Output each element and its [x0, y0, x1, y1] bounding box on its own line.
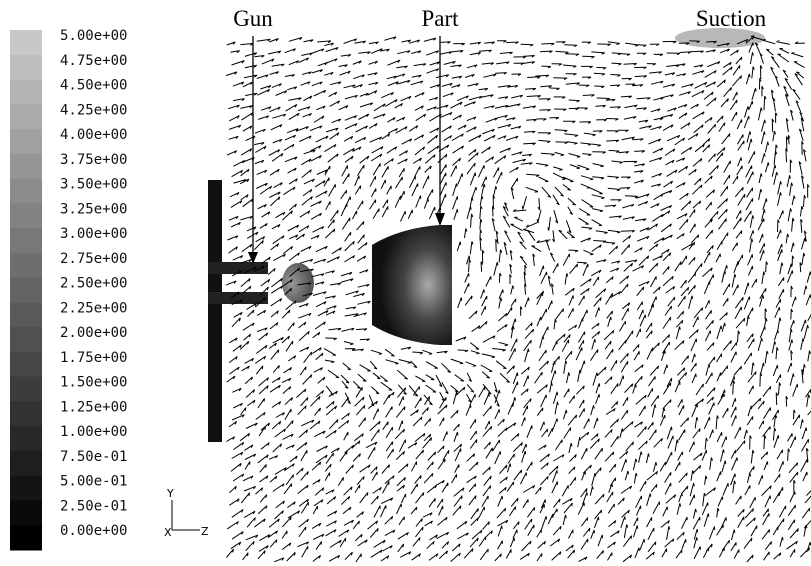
wall-region	[208, 180, 222, 442]
colorbar-label: 4.25e+00	[60, 102, 127, 118]
colorbar-swatch	[10, 277, 42, 303]
colorbar-swatch	[10, 327, 42, 353]
colorbar-label: 3.25e+00	[60, 201, 127, 217]
colorbar-label: 4.75e+00	[60, 53, 127, 69]
triad-label: X	[164, 526, 172, 539]
annotation-arrows	[248, 36, 445, 264]
colorbar-swatch	[10, 252, 42, 279]
colorbar-label: 2.75e+00	[60, 251, 127, 267]
colorbar-label: 5.00e+00	[60, 28, 127, 44]
annotation: Gun	[233, 6, 273, 31]
suction-zone	[675, 28, 765, 48]
colorbar-swatch	[10, 153, 42, 180]
colorbar-label: 1.50e+00	[60, 375, 127, 391]
colorbar-label: 2.50e+00	[60, 276, 127, 292]
axes-triad: Y X Z	[164, 487, 209, 539]
colorbar-label: 5.00e-01	[60, 474, 127, 490]
colorbar-label: 4.50e+00	[60, 78, 127, 94]
colorbar-label: 3.00e+00	[60, 226, 127, 242]
colorbar-swatch	[10, 351, 42, 378]
colorbar-label: 2.25e+00	[60, 300, 127, 316]
colorbar-label: 2.00e+00	[60, 325, 127, 341]
colorbar-swatch	[10, 475, 42, 501]
colorbar-swatch	[10, 302, 42, 328]
colorbar-swatch	[10, 54, 42, 81]
part	[372, 225, 452, 345]
annotation: Part	[421, 6, 459, 31]
colorbar-label: 2.50e-01	[60, 498, 127, 514]
colorbar: 5.00e+00 4.75e+00 4.50e+00 4.25e+00 4.00e+00…	[10, 28, 127, 551]
annotation: Suction	[696, 6, 767, 31]
colorbar-label: 3.75e+00	[60, 152, 127, 168]
colorbar-swatch	[10, 203, 42, 229]
colorbar-swatch	[10, 401, 42, 427]
colorbar-swatch	[10, 178, 42, 204]
colorbar-label: 1.75e+00	[60, 350, 127, 366]
vector-field	[208, 28, 811, 563]
colorbar-swatch	[10, 450, 42, 477]
colorbar-swatch	[10, 79, 42, 105]
colorbar-swatch	[10, 228, 42, 254]
colorbar-swatch	[10, 104, 42, 130]
triad-label: Y	[166, 487, 174, 500]
colorbar-swatch	[10, 376, 42, 402]
colorbar-label: 4.00e+00	[60, 127, 127, 143]
gun-nozzle	[282, 263, 314, 303]
triad-label: Z	[201, 525, 209, 538]
colorbar-swatch	[10, 129, 42, 155]
colorbar-label: 3.50e+00	[60, 177, 127, 193]
colorbar-swatch	[10, 500, 42, 526]
gun-body	[208, 292, 268, 304]
colorbar-swatch	[10, 30, 42, 56]
colorbar-swatch	[10, 525, 42, 551]
colorbar-label: 7.50e-01	[60, 449, 127, 465]
velocity-vectors	[225, 35, 811, 563]
colorbar-swatch	[10, 426, 42, 452]
colorbar-label: 1.00e+00	[60, 424, 127, 440]
colorbar-label: 1.25e+00	[60, 399, 127, 415]
gun-body	[208, 262, 268, 274]
colorbar-label: 0.00e+00	[60, 523, 127, 539]
